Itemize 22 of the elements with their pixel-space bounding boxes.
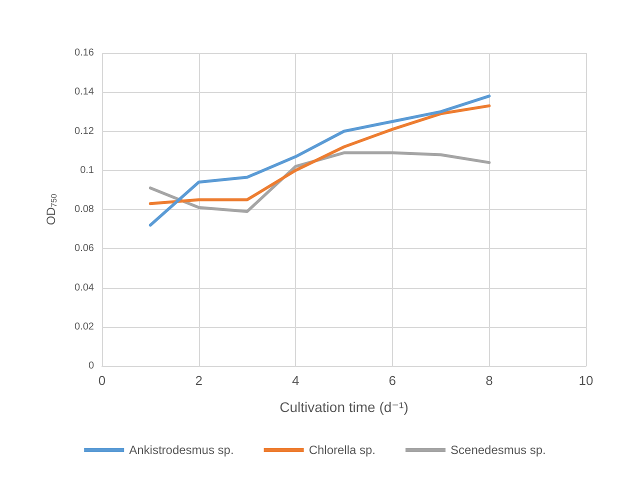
x-tick-label: 0 bbox=[98, 373, 106, 388]
y-tick-label: 0.06 bbox=[74, 243, 94, 254]
x-tick-label: 10 bbox=[578, 373, 594, 388]
y-tick-label: 0.02 bbox=[74, 321, 94, 332]
legend-label: Chlorella sp. bbox=[308, 443, 376, 457]
y-tick-label: 0.14 bbox=[74, 86, 94, 98]
y-tick-label: 0.08 bbox=[74, 204, 94, 215]
line-series bbox=[148, 94, 491, 227]
y-axis-title: OD750 bbox=[44, 193, 58, 226]
y-tick-label: 0.04 bbox=[74, 282, 94, 294]
x-tick-label: 4 bbox=[292, 373, 300, 388]
y-tick-label: 0.1 bbox=[80, 164, 94, 176]
x-tick-label: 6 bbox=[388, 373, 396, 388]
x-tick-label: 8 bbox=[486, 373, 493, 388]
y-tick-label: 0.12 bbox=[74, 126, 94, 137]
line-series bbox=[148, 104, 491, 206]
x-tick-label: 2 bbox=[195, 373, 202, 388]
legend-label: Scenedesmus sp. bbox=[450, 443, 546, 457]
x-axis-title: Cultivation time (d⁻¹) bbox=[280, 399, 408, 415]
y-tick-label: 0.16 bbox=[74, 48, 94, 58]
legend-label: Ankistrodesmus sp. bbox=[129, 443, 234, 457]
y-tick-label: 0 bbox=[88, 360, 94, 372]
